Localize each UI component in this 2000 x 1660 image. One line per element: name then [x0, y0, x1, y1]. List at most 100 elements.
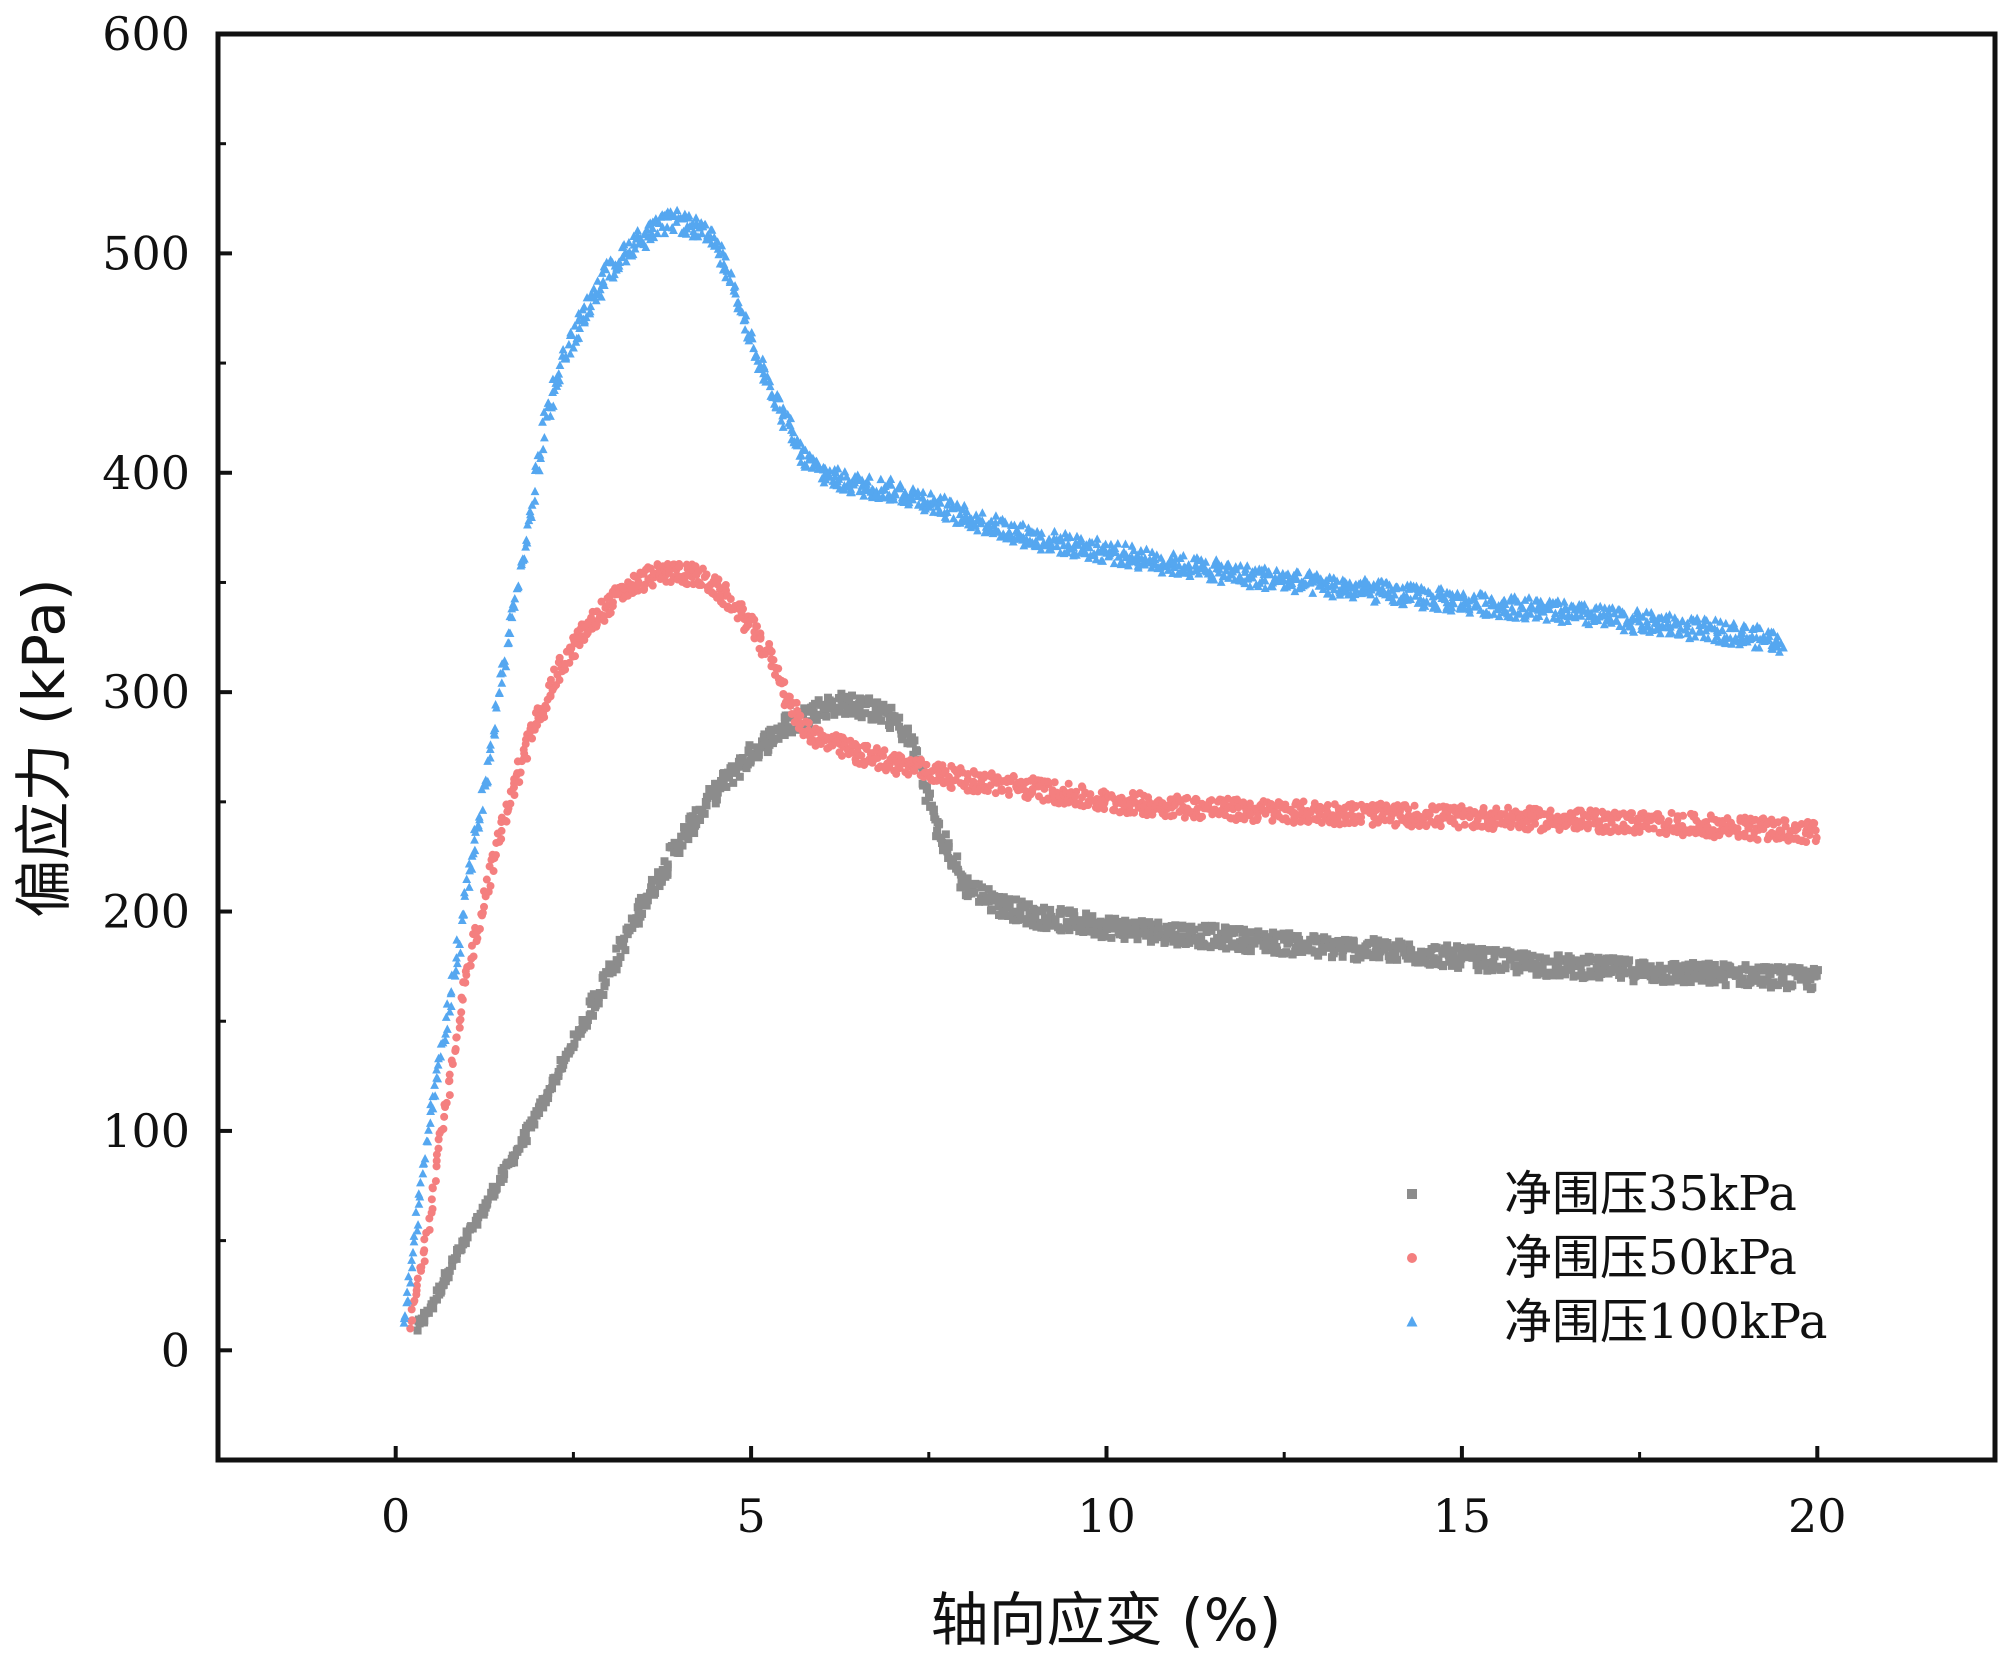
data-point: [1649, 965, 1658, 974]
data-point: [1098, 556, 1108, 565]
data-point: [629, 571, 638, 580]
data-point: [1536, 968, 1545, 977]
data-point: [804, 707, 813, 716]
data-point: [681, 229, 691, 238]
data-point: [708, 791, 717, 800]
data-point: [1200, 921, 1209, 930]
data-point: [887, 703, 896, 712]
data-point: [866, 699, 875, 708]
data-point: [1674, 630, 1683, 639]
data-point: [1678, 616, 1687, 626]
data-point: [1190, 925, 1199, 934]
x-tick-label: 15: [1433, 1489, 1492, 1543]
data-point: [1043, 777, 1052, 786]
data-point: [1563, 616, 1572, 625]
x-axis-title: 轴向应变 (%): [931, 1586, 1282, 1654]
y-tick-label: 500: [102, 226, 190, 280]
data-point: [1182, 922, 1191, 931]
data-point: [1334, 936, 1343, 945]
data-point: [1085, 927, 1094, 936]
data-point: [630, 244, 640, 253]
y-tick-label: 200: [102, 885, 190, 939]
data-point: [504, 638, 514, 647]
data-point: [1214, 934, 1223, 943]
data-point: [1573, 971, 1582, 980]
data-point: [897, 753, 906, 762]
data-point: [1454, 823, 1463, 832]
data-point: [558, 344, 568, 354]
data-point: [551, 378, 561, 387]
data-point: [774, 734, 783, 743]
data-point: [1590, 604, 1600, 613]
data-point: [769, 656, 778, 665]
data-point: [515, 778, 524, 787]
data-point: [530, 496, 540, 505]
data-point: [746, 756, 755, 765]
data-point: [498, 668, 507, 677]
data-point: [800, 445, 810, 454]
data-point: [675, 562, 684, 571]
data-point: [1545, 604, 1555, 614]
data-point: [1809, 964, 1818, 973]
x-axis-ticks: 0 5 10 15 20: [381, 1446, 1847, 1543]
data-point: [428, 1103, 438, 1113]
data-point: [505, 628, 515, 637]
data-point: [739, 758, 748, 767]
data-point: [1092, 539, 1102, 549]
data-point: [430, 1080, 439, 1089]
data-point: [648, 223, 657, 232]
data-point: [412, 1226, 422, 1235]
data-point: [469, 952, 478, 961]
data-point: [1649, 824, 1658, 833]
data-point: [663, 869, 672, 878]
data-point: [500, 656, 510, 665]
data-point: [1295, 935, 1304, 944]
data-point: [1012, 895, 1021, 904]
data-point: [1241, 933, 1250, 942]
data-point: [569, 343, 578, 352]
data-point: [427, 1195, 436, 1204]
data-point: [412, 1281, 421, 1290]
data-point: [977, 883, 986, 892]
data-point: [1156, 562, 1165, 572]
data-point: [745, 741, 754, 750]
data-point: [1741, 622, 1751, 632]
data-point: [426, 1099, 436, 1109]
data-point: [1340, 811, 1349, 820]
data-point: [1432, 943, 1441, 952]
data-point: [1374, 936, 1383, 945]
data-point: [509, 783, 518, 792]
data-point: [510, 593, 520, 603]
data-point: [1449, 598, 1459, 608]
data-point: [436, 1052, 446, 1061]
data-point: [690, 829, 699, 838]
data-point: [1260, 563, 1270, 572]
data-point: [432, 1156, 441, 1165]
data-point: [434, 1144, 443, 1153]
data-point: [1711, 615, 1720, 624]
data-point: [539, 407, 549, 416]
data-point: [522, 1137, 531, 1146]
data-point: [1449, 947, 1458, 956]
data-point: [1429, 954, 1438, 963]
data-point: [1561, 970, 1570, 979]
data-point: [1192, 795, 1201, 804]
data-point: [1684, 960, 1693, 969]
data-point: [735, 772, 744, 781]
data-point: [1263, 946, 1272, 955]
data-point: [908, 484, 918, 493]
data-point: [578, 1016, 587, 1025]
data-point: [1229, 940, 1238, 949]
data-point: [879, 700, 888, 709]
data-point: [1504, 803, 1513, 812]
data-point: [800, 704, 809, 713]
data-point: [922, 785, 931, 794]
data-point: [834, 707, 843, 716]
data-point: [593, 276, 603, 285]
data-point: [596, 292, 606, 301]
data-point: [1733, 966, 1742, 975]
data-point: [1036, 545, 1046, 554]
data-point: [1105, 923, 1114, 932]
data-point: [1202, 928, 1211, 937]
data-point: [618, 252, 627, 262]
